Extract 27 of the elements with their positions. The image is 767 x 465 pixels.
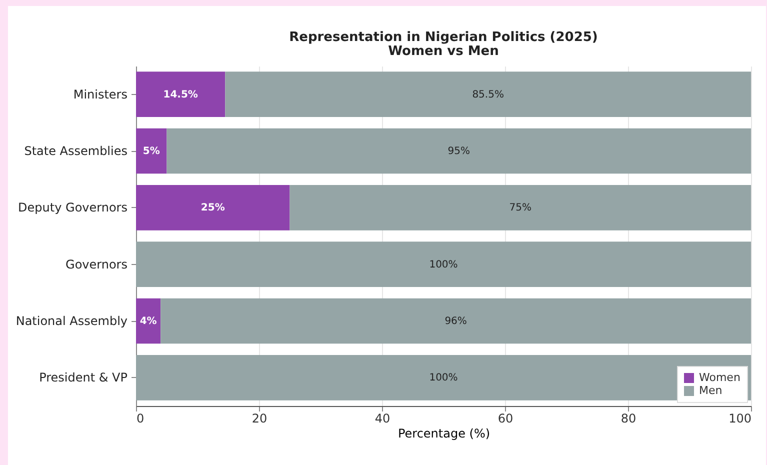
legend-label: Women: [699, 371, 740, 384]
x-axis-title: Percentage (%): [398, 426, 490, 440]
y-tick-label: Deputy Governors: [18, 200, 128, 215]
data-label: 100%: [429, 259, 458, 270]
y-tick-label: Governors: [66, 257, 128, 272]
data-label: 85.5%: [472, 89, 504, 100]
x-tick-label: 80: [620, 412, 636, 426]
data-label: 4%: [140, 316, 157, 327]
legend-label: Men: [699, 384, 722, 397]
x-tick-label: 20: [252, 412, 268, 426]
chart-title: Representation in Nigerian Politics (2025): [289, 30, 598, 45]
data-label: 96%: [444, 316, 467, 327]
data-label: 95%: [448, 146, 470, 157]
data-label: 75%: [509, 202, 532, 214]
x-tick-label: 100: [728, 412, 752, 426]
x-tick-label: 60: [498, 412, 514, 426]
y-tick-label: Ministers: [73, 87, 128, 102]
x-tick-label: 0: [136, 412, 144, 426]
chart-subtitle: Women vs Men: [388, 44, 499, 59]
y-tick-label: State Assemblies: [24, 144, 128, 158]
x-tick-label: 40: [374, 412, 390, 426]
y-tick-label: National Assembly: [16, 314, 128, 328]
data-label: 25%: [200, 202, 225, 214]
data-label: 5%: [142, 146, 160, 157]
y-tick-label: President & VP: [39, 370, 128, 385]
data-label: 14.5%: [163, 89, 198, 100]
data-label: 100%: [429, 372, 458, 384]
